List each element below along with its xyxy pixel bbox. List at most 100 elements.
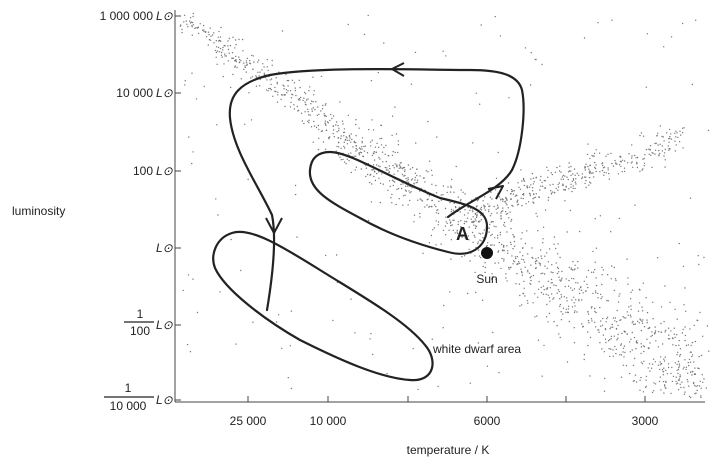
x-tick-labels: 25 000 10 000 6000 3000: [230, 414, 659, 428]
star-dot-1384: [654, 149, 657, 151]
star-dot-809: [638, 288, 641, 290]
star-dot-1266: [513, 245, 516, 247]
star-dot-688: [691, 370, 694, 373]
star-dot-1806: [532, 177, 535, 179]
star-dot-1392: [488, 209, 490, 211]
star-dot-817: [543, 273, 546, 275]
star-dot-1106: [388, 171, 390, 174]
star-dot-1324: [667, 366, 670, 369]
star-dot-1328: [293, 82, 296, 84]
star-dot-7: [482, 237, 484, 239]
star-dot-1071: [482, 265, 484, 268]
star-dot-1846: [325, 254, 327, 257]
star-dot-603: [324, 122, 326, 124]
star-dot-1830: [252, 321, 254, 323]
star-dot-760: [699, 380, 701, 382]
star-dot-1703: [564, 175, 566, 177]
star-dot-444: [404, 169, 406, 171]
star-dot-379: [631, 289, 634, 291]
star-dot-1352: [379, 165, 381, 168]
star-dot-1800: [217, 214, 219, 216]
star-dot-1661: [661, 145, 663, 147]
star-dot-1640: [522, 193, 524, 196]
star-dot-468: [693, 324, 695, 327]
star-dot-1853: [412, 348, 414, 350]
star-dot-1688: [588, 171, 590, 173]
star-dot-461: [321, 130, 324, 132]
star-dot-965: [393, 167, 395, 169]
star-dot-940: [270, 89, 272, 91]
star-dot-229: [532, 302, 534, 304]
star-dot-1031: [679, 376, 681, 378]
star-dot-1167: [283, 93, 285, 96]
star-dot-907: [535, 267, 537, 269]
star-dot-609: [662, 380, 665, 383]
star-dot-1790: [703, 256, 705, 259]
star-dot-1593: [506, 199, 508, 201]
star-dot-1600: [496, 204, 499, 206]
star-dot-1636: [490, 191, 492, 193]
star-dot-1761: [642, 282, 644, 284]
star-dot-742: [437, 224, 439, 226]
star-dot-1008: [274, 86, 276, 89]
star-dot-1863: [617, 324, 619, 327]
star-dot-424: [651, 334, 653, 337]
star-dot-1685: [581, 176, 584, 178]
star-dot-1467: [659, 143, 661, 145]
star-dot-981: [309, 114, 311, 116]
star-dot-182: [330, 113, 332, 116]
star-dot-1808: [294, 193, 297, 196]
star-dot-83: [497, 234, 499, 237]
star-dot-1580: [531, 190, 534, 192]
star-dot-1879: [196, 311, 199, 314]
star-dot-837: [479, 220, 481, 222]
star-dot-1619: [572, 178, 575, 180]
star-dot-289: [244, 66, 246, 69]
star-dot-343: [526, 230, 528, 232]
star-dot-853: [660, 306, 663, 308]
star-dot-1307: [291, 79, 294, 82]
star-dot-596: [464, 255, 466, 257]
star-dot-1098: [219, 40, 222, 42]
star-dot-1180: [404, 194, 406, 196]
star-dot-1346: [636, 320, 639, 322]
star-dot-881: [602, 334, 605, 336]
star-dot-1915: [371, 119, 373, 121]
star-dot-1509: [531, 187, 534, 189]
star-dot-1588: [620, 156, 622, 158]
star-dot-1555: [630, 162, 632, 164]
star-dot-1317: [337, 142, 340, 144]
star-dot-243: [323, 113, 325, 115]
star-dot-449: [370, 141, 372, 143]
star-dot-34: [676, 354, 678, 356]
star-dot-1460: [512, 193, 515, 195]
star-dot-1203: [677, 368, 680, 371]
star-dot-512: [455, 165, 457, 168]
star-dot-1395: [530, 184, 532, 186]
star-dot-520: [572, 261, 574, 263]
star-dot-1669: [659, 125, 661, 127]
star-dot-600: [433, 204, 436, 206]
star-dot-364: [491, 273, 493, 275]
star-dot-805: [361, 148, 363, 150]
star-dot-1813: [500, 218, 502, 220]
star-dot-426: [678, 344, 680, 346]
star-dot-374: [505, 273, 507, 275]
star-dot-1351: [362, 155, 364, 157]
star-dot-864: [339, 156, 341, 158]
star-dot-1654: [500, 199, 502, 201]
star-dot-1453: [603, 171, 605, 174]
y-tick-denominator-6: 10 000: [110, 399, 147, 413]
star-dot-1864: [182, 289, 184, 292]
star-dot-1723: [479, 208, 482, 210]
star-dot-845: [516, 255, 518, 258]
star-dot-1210: [574, 305, 576, 307]
star-dot-1160: [472, 221, 474, 224]
sun-marker: [481, 247, 493, 259]
star-dot-1136: [581, 323, 583, 325]
star-dot-1004: [308, 90, 310, 92]
star-dot-1843: [449, 291, 451, 293]
star-dot-274: [679, 348, 682, 350]
star-dot-1771: [436, 209, 438, 212]
star-dot-991: [590, 318, 593, 320]
